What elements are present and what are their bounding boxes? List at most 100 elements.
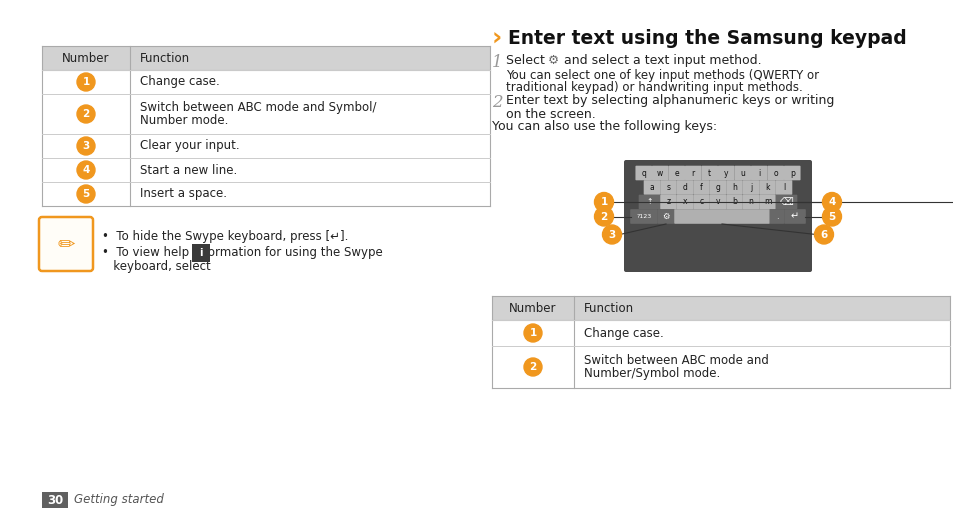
Text: 2: 2 — [82, 109, 90, 119]
Circle shape — [602, 225, 620, 244]
FancyBboxPatch shape — [693, 180, 709, 195]
FancyBboxPatch shape — [766, 166, 783, 180]
Text: b: b — [731, 197, 736, 207]
Text: Number: Number — [62, 51, 110, 65]
Text: 1: 1 — [82, 77, 90, 87]
Text: ↑: ↑ — [645, 197, 652, 207]
Text: ⚙: ⚙ — [661, 212, 669, 221]
FancyBboxPatch shape — [700, 166, 718, 180]
FancyBboxPatch shape — [693, 195, 709, 209]
FancyBboxPatch shape — [725, 180, 742, 195]
Text: c: c — [699, 197, 702, 207]
Text: 2: 2 — [599, 211, 607, 222]
Text: Enter text by selecting alphanumeric keys or writing: Enter text by selecting alphanumeric key… — [505, 94, 834, 107]
FancyBboxPatch shape — [709, 195, 725, 209]
Text: k: k — [764, 183, 769, 192]
Text: o: o — [773, 168, 778, 178]
Circle shape — [594, 207, 613, 226]
Circle shape — [821, 207, 841, 226]
Text: z: z — [666, 197, 670, 207]
Text: f: f — [700, 183, 702, 192]
Bar — [42, 46, 490, 70]
FancyBboxPatch shape — [775, 195, 797, 209]
FancyBboxPatch shape — [742, 195, 759, 209]
Text: h: h — [731, 183, 736, 192]
Text: ?123: ?123 — [636, 214, 651, 219]
Text: 2: 2 — [529, 362, 536, 372]
Text: 1: 1 — [492, 54, 502, 71]
FancyBboxPatch shape — [750, 166, 767, 180]
Bar — [192, 244, 210, 262]
Text: ⚙: ⚙ — [547, 54, 558, 67]
Text: 5: 5 — [827, 211, 835, 222]
Text: j: j — [749, 183, 751, 192]
Text: Change case.: Change case. — [140, 76, 219, 89]
Text: You can select one of key input methods (QWERTY or: You can select one of key input methods … — [505, 69, 819, 82]
Text: 5: 5 — [82, 189, 90, 199]
Text: Function: Function — [140, 51, 190, 65]
Text: •  To view help information for using the Swype: • To view help information for using the… — [102, 246, 382, 259]
FancyBboxPatch shape — [638, 195, 659, 209]
Circle shape — [814, 225, 833, 244]
Text: n: n — [748, 197, 753, 207]
Text: l: l — [782, 183, 784, 192]
Text: Number/Symbol mode.: Number/Symbol mode. — [583, 367, 720, 381]
Text: 4: 4 — [827, 197, 835, 207]
FancyBboxPatch shape — [39, 217, 92, 271]
FancyBboxPatch shape — [783, 166, 800, 180]
Circle shape — [594, 193, 613, 211]
FancyBboxPatch shape — [668, 166, 684, 180]
Text: •  To hide the Swype keyboard, press [↵].: • To hide the Swype keyboard, press [↵]. — [102, 230, 348, 243]
FancyBboxPatch shape — [684, 166, 700, 180]
Text: x: x — [682, 197, 686, 207]
Text: Clear your input.: Clear your input. — [140, 139, 239, 152]
Text: p: p — [789, 168, 794, 178]
Text: Select: Select — [505, 54, 548, 67]
Text: keyboard, select: keyboard, select — [102, 260, 211, 273]
FancyBboxPatch shape — [676, 180, 693, 195]
Text: Start a new line.: Start a new line. — [140, 164, 237, 177]
Text: Enter text using the Samsung keypad: Enter text using the Samsung keypad — [507, 30, 905, 49]
Text: Switch between ABC mode and Symbol/: Switch between ABC mode and Symbol/ — [140, 100, 376, 113]
FancyBboxPatch shape — [725, 195, 742, 209]
Text: i: i — [758, 168, 760, 178]
Circle shape — [77, 105, 95, 123]
Circle shape — [77, 137, 95, 155]
Text: 1: 1 — [529, 328, 536, 338]
Text: Insert a space.: Insert a space. — [140, 188, 227, 200]
FancyBboxPatch shape — [659, 195, 676, 209]
Text: w: w — [657, 168, 662, 178]
FancyBboxPatch shape — [643, 180, 659, 195]
Circle shape — [77, 185, 95, 203]
Text: You can also use the following keys:: You can also use the following keys: — [492, 120, 717, 133]
FancyBboxPatch shape — [676, 195, 693, 209]
Text: 6: 6 — [820, 229, 827, 239]
Text: s: s — [666, 183, 670, 192]
Text: q: q — [640, 168, 645, 178]
Bar — [492, 296, 949, 320]
Circle shape — [821, 193, 841, 211]
Text: m: m — [763, 197, 770, 207]
Circle shape — [77, 73, 95, 91]
Text: u: u — [740, 168, 744, 178]
Circle shape — [77, 161, 95, 179]
Text: Number: Number — [509, 301, 557, 314]
Text: ›: › — [492, 27, 501, 51]
Text: ⌫: ⌫ — [779, 197, 793, 207]
FancyBboxPatch shape — [623, 160, 811, 272]
FancyBboxPatch shape — [783, 209, 805, 224]
Text: 3: 3 — [608, 229, 615, 239]
Text: r: r — [691, 168, 694, 178]
Text: Function: Function — [583, 301, 634, 314]
Text: and select a text input method.: and select a text input method. — [559, 54, 760, 67]
Text: 3: 3 — [82, 141, 90, 151]
FancyBboxPatch shape — [759, 180, 775, 195]
FancyBboxPatch shape — [709, 180, 725, 195]
Text: y: y — [723, 168, 728, 178]
FancyBboxPatch shape — [734, 166, 750, 180]
FancyBboxPatch shape — [651, 166, 668, 180]
Text: v: v — [715, 197, 720, 207]
Text: on the screen.: on the screen. — [505, 108, 595, 121]
Text: d: d — [681, 183, 687, 192]
FancyBboxPatch shape — [775, 180, 792, 195]
